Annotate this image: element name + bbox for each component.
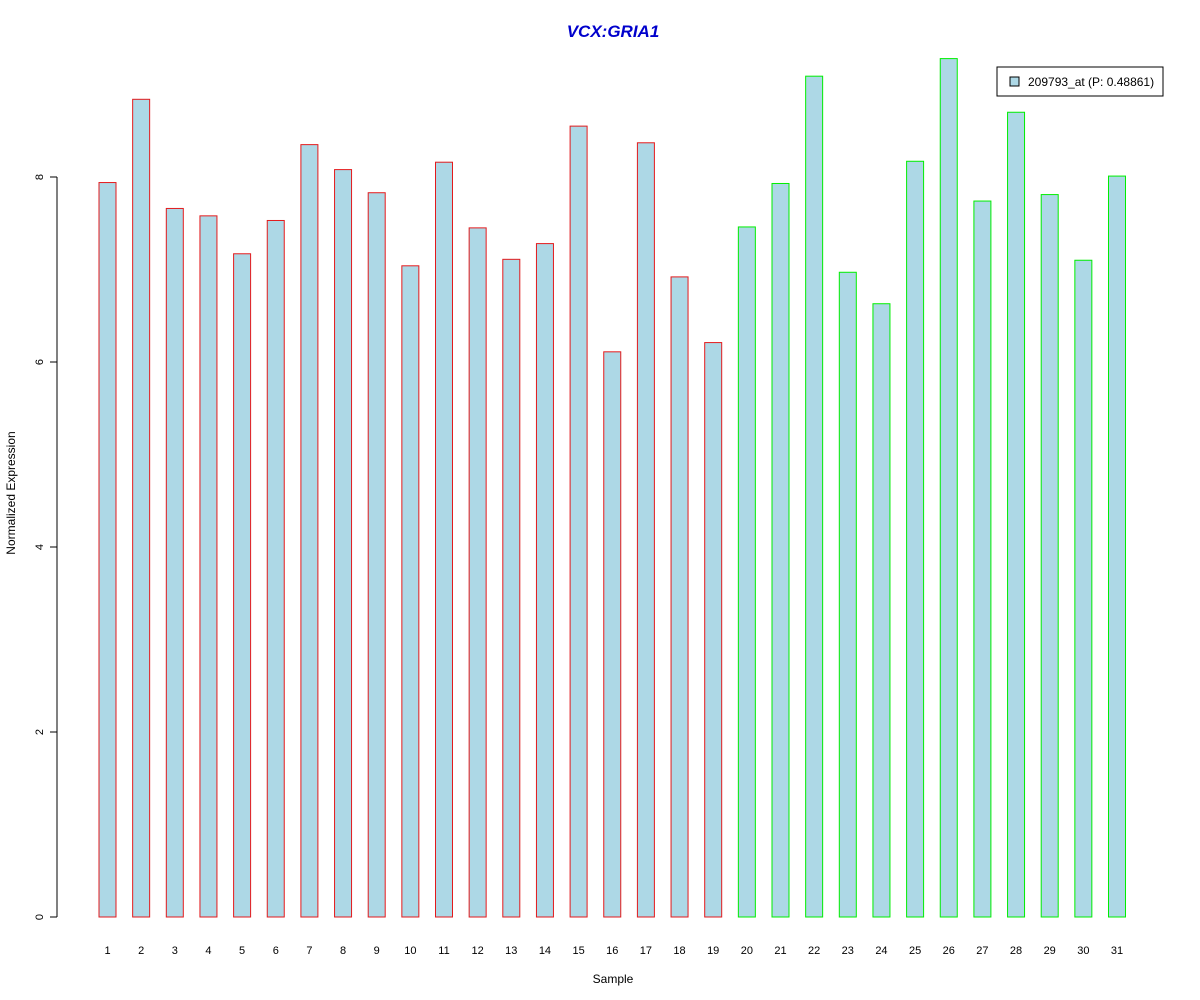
bar-sample-27 (973, 200, 992, 918)
bar-sample-4 (199, 215, 218, 918)
bar-sample-24 (872, 303, 891, 918)
x-tick-label: 1 (104, 945, 110, 957)
x-tick-label: 27 (976, 945, 988, 957)
x-tick-label: 31 (1111, 945, 1123, 957)
x-tick-label: 13 (505, 945, 517, 957)
bar-sample-1 (98, 182, 117, 918)
x-tick-label: 22 (808, 945, 820, 957)
bar-sample-18 (670, 276, 689, 918)
bar-sample-19 (704, 342, 723, 918)
x-tick-label: 14 (539, 945, 551, 957)
bar-sample-2 (132, 98, 151, 918)
y-tick-label: 6 (34, 359, 46, 365)
x-tick-label: 23 (842, 945, 854, 957)
x-tick-label: 11 (438, 945, 449, 957)
legend-box (996, 66, 1164, 97)
legend-swatch (1009, 76, 1020, 87)
bar-sample-11 (435, 161, 453, 918)
bar-sample-29 (1040, 194, 1059, 918)
x-tick-label: 2 (138, 945, 144, 957)
bar-sample-6 (266, 219, 285, 918)
x-tick-label: 4 (205, 945, 211, 957)
bar-sample-25 (906, 160, 925, 918)
legend: 209793_at (P: 0.48861) (996, 66, 1164, 97)
y-tick-label: 0 (34, 914, 46, 920)
bar-sample-23 (838, 271, 857, 918)
x-tick-label: 29 (1044, 945, 1056, 957)
x-tick-label: 28 (1010, 945, 1022, 957)
x-tick-label: 12 (472, 945, 484, 957)
x-tick-label: 25 (909, 945, 921, 957)
y-tick-label: 4 (34, 544, 46, 550)
x-tick-label: 7 (306, 945, 312, 957)
y-tick-label: 2 (34, 729, 46, 735)
x-tick-label: 18 (673, 945, 685, 957)
x-tick-label: 16 (606, 945, 618, 957)
bar-sample-7 (300, 144, 319, 918)
x-tick-label: 6 (273, 945, 279, 957)
bar-sample-10 (401, 265, 420, 918)
x-tick-label: 3 (172, 945, 178, 957)
bar-sample-30 (1074, 259, 1093, 918)
bar-sample-21 (771, 182, 790, 918)
bar-sample-26 (939, 58, 958, 918)
bar-sample-9 (367, 192, 386, 918)
x-tick-label: 19 (707, 945, 719, 957)
x-tick-label: 9 (374, 945, 380, 957)
bar-sample-15 (569, 125, 588, 918)
bar-sample-20 (737, 226, 756, 918)
bar-sample-22 (805, 75, 824, 918)
x-tick-label: 24 (875, 945, 887, 957)
x-tick-label: 30 (1077, 945, 1089, 957)
x-tick-label: 15 (572, 945, 584, 957)
y-axis-label: Normalized Expression (4, 431, 18, 554)
bar-sample-17 (636, 142, 655, 918)
x-axis-ticks: 1 2 3 4 5 6 7 8 9 10 11 12 13 14 15 16 17 18 19 20 21 22 23 24 2… (104, 945, 1123, 957)
bar-sample-16 (603, 351, 622, 918)
x-tick-label: 8 (340, 945, 346, 957)
bar-sample-3 (165, 207, 184, 918)
y-axis: 0 2 4 6 8 (34, 174, 58, 920)
x-tick-label: 5 (239, 945, 245, 957)
bars (98, 58, 1126, 918)
x-tick-label: 21 (774, 945, 786, 957)
bar-sample-13 (502, 258, 521, 918)
bar-sample-5 (233, 253, 252, 918)
x-tick-label: 10 (404, 945, 416, 957)
bar-sample-14 (535, 243, 554, 918)
bar-sample-31 (1108, 175, 1126, 918)
x-tick-label: 17 (640, 945, 652, 957)
bar-sample-12 (468, 227, 487, 918)
chart-title: VCX:GRIA1 (567, 22, 660, 41)
x-axis-label: Sample (593, 972, 634, 986)
y-tick-label: 8 (34, 174, 46, 180)
legend-label: 209793_at (P: 0.48861) (1028, 75, 1154, 89)
bar-sample-8 (334, 169, 353, 918)
x-tick-label: 20 (741, 945, 753, 957)
bar-sample-28 (1007, 111, 1026, 918)
x-tick-label: 26 (943, 945, 955, 957)
